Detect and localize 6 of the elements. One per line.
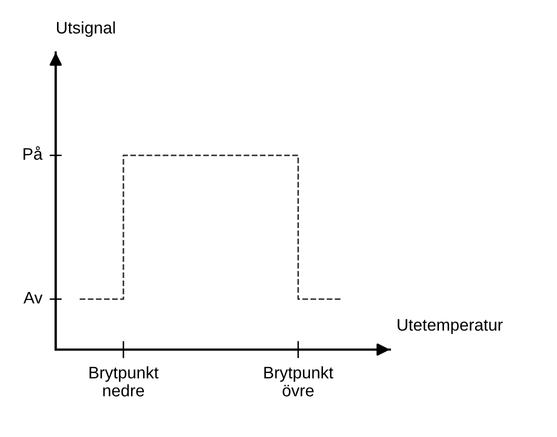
text: Av <box>23 292 43 304</box>
x-tick-label: Brytpunkt nedre <box>90 366 158 396</box>
x-axis-title: Utetemperatur <box>398 319 503 334</box>
text: Utsignal <box>56 21 115 37</box>
x-tick-label: Brytpunkt övre <box>264 366 334 396</box>
text: På <box>24 146 43 160</box>
